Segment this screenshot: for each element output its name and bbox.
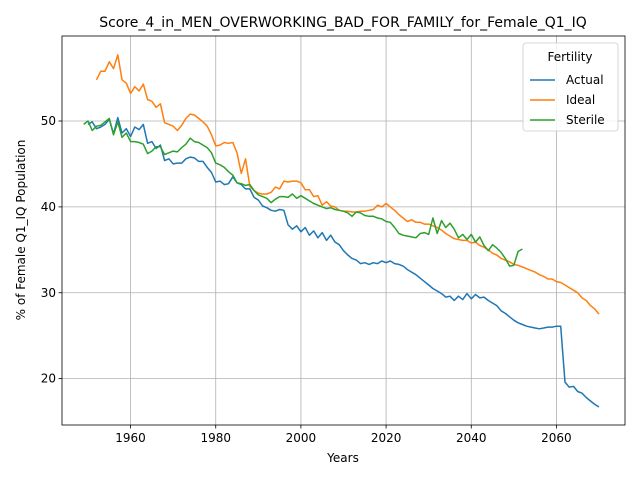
series-line-actual [87,116,600,408]
chart-title: Score_4_in_MEN_OVERWORKING_BAD_FOR_FAMIL… [99,15,587,31]
x-tick-label: 1980 [200,431,231,445]
y-tick-label: 20 [41,372,56,386]
series-lines [83,54,600,408]
x-tick-label: 1960 [115,431,146,445]
y-tick-label: 50 [41,114,56,128]
legend-label-sterile: Sterile [566,113,605,127]
legend: Fertility Actual Ideal Sterile [522,42,619,132]
x-axis-label: Years [326,451,359,465]
legend-label-actual: Actual [566,73,604,87]
legend-label-ideal: Ideal [566,93,595,107]
series-line-ideal [95,54,600,315]
y-axis-label: % of Female Q1_IQ Population [14,140,28,321]
x-tick-label: 2040 [456,431,487,445]
y-tick-label: 40 [41,200,56,214]
legend-box [522,42,619,132]
x-axis-ticks: 1960 1980 2000 2020 2040 2060 [115,425,572,445]
y-tick-label: 30 [41,286,56,300]
plot-frame [61,35,626,426]
x-tick-label: 2020 [371,431,402,445]
x-tick-label: 2060 [541,431,572,445]
y-axis-ticks: 20 30 40 50 [41,114,62,386]
series-line-sterile [83,117,523,267]
x-tick-label: 2000 [286,431,317,445]
legend-title: Fertility [547,50,592,64]
